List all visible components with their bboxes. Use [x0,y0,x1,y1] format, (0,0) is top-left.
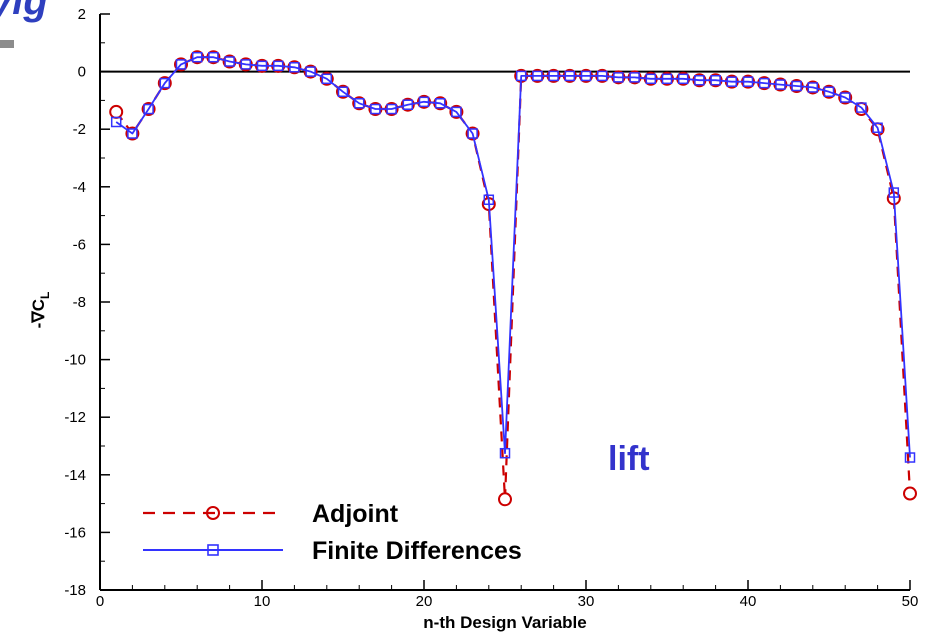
data-point-adjoint [903,486,917,501]
legend-marker-adjoint [206,506,220,520]
data-point-finite-differences [191,51,203,63]
data-point-finite-differences [321,73,333,85]
y-tick-label: -14 [64,467,86,484]
y-axis-title-subscript: L [38,292,52,299]
data-point-finite-differences [305,66,316,77]
data-point-finite-differences [483,194,495,206]
data-point-finite-differences [289,62,300,73]
data-point-finite-differences [532,70,543,82]
y-tick-label: -6 [73,236,86,253]
data-point-finite-differences [580,70,592,82]
legend-label-finite-differences: Finite Differences [312,537,522,565]
data-point-adjoint [109,104,124,119]
data-point-finite-differences [791,80,802,92]
x-tick-label: 10 [254,593,271,610]
data-point-finite-differences [337,86,349,98]
data-point-finite-differences [758,77,770,89]
legend-marker-finite-differences [207,544,219,556]
data-point-finite-differences [904,452,916,463]
chart-legend: Adjoint Finite Differences [143,500,522,565]
data-point-finite-differences [224,56,235,67]
x-tick-label: 40 [740,593,757,610]
x-tick-label: 30 [578,593,595,610]
series-finite-differences [110,51,916,463]
data-point-finite-differences [694,74,705,86]
y-tick-label: -2 [73,121,86,138]
y-tick-label: 0 [78,64,86,81]
data-point-finite-differences [677,73,689,85]
data-point-finite-differences [499,447,511,459]
data-point-finite-differences [742,76,754,87]
axis-ticks: 20-2-4-6-8-10-12-14-16-180 10 20 30 40 50 [64,6,918,610]
series-line-finite-differences [115,56,911,458]
data-point-adjoint [498,492,512,507]
data-point-finite-differences [159,77,171,89]
y-tick-label: -18 [64,582,86,599]
data-point-finite-differences [645,73,657,85]
x-axis-title: n-th Design Variable [423,613,586,632]
data-point-finite-differences [402,99,414,110]
data-point-finite-differences [629,72,640,83]
y-tick-label: -16 [64,524,86,541]
data-point-finite-differences [370,103,381,115]
data-point-finite-differences [548,70,559,82]
y-axis-title-main: -∇C [29,299,48,328]
data-point-finite-differences [872,122,883,134]
y-axis-title-group: -∇CL [29,292,52,329]
data-point-finite-differences [353,98,365,109]
data-point-finite-differences [515,70,527,82]
data-point-finite-differences [208,51,219,63]
data-point-finite-differences [127,128,138,139]
data-point-finite-differences [175,59,187,70]
data-point-finite-differences [110,116,122,128]
data-point-finite-differences [256,60,268,72]
data-point-finite-differences [451,106,462,118]
lift-annotation: lift [608,440,650,478]
legend-label-adjoint: Adjoint [312,500,399,528]
data-point-finite-differences [434,98,446,109]
y-tick-label: -10 [64,352,86,369]
data-point-finite-differences [839,92,851,103]
slide-title-fragment: yig [0,0,48,23]
x-tick-label: 50 [902,593,919,610]
series-layer [109,50,917,507]
data-point-finite-differences [386,103,397,115]
x-tick-label: 20 [416,593,433,610]
data-point-finite-differences [467,128,478,139]
data-point-finite-differences [613,72,624,83]
data-point-finite-differences [240,59,252,70]
data-point-finite-differences [272,60,284,72]
data-point-finite-differences [888,187,900,198]
data-point-finite-differences [726,76,738,87]
data-point-finite-differences [775,79,786,90]
y-axis-title: -∇CL [29,292,52,329]
data-point-finite-differences [823,86,835,98]
y-tick-label: -12 [64,409,86,426]
x-tick-label: 0 [96,593,104,610]
data-point-finite-differences [807,82,819,93]
data-point-finite-differences [143,103,154,115]
data-point-finite-differences [856,102,867,113]
data-point-finite-differences [710,74,721,86]
y-tick-label: 2 [78,6,86,23]
y-tick-label: -4 [73,179,86,196]
slide-edge-bar [0,40,14,48]
data-point-finite-differences [596,70,608,82]
y-tick-label: -8 [73,294,86,311]
data-point-finite-differences [564,70,576,82]
data-point-finite-differences [418,96,430,108]
data-point-finite-differences [661,73,673,85]
